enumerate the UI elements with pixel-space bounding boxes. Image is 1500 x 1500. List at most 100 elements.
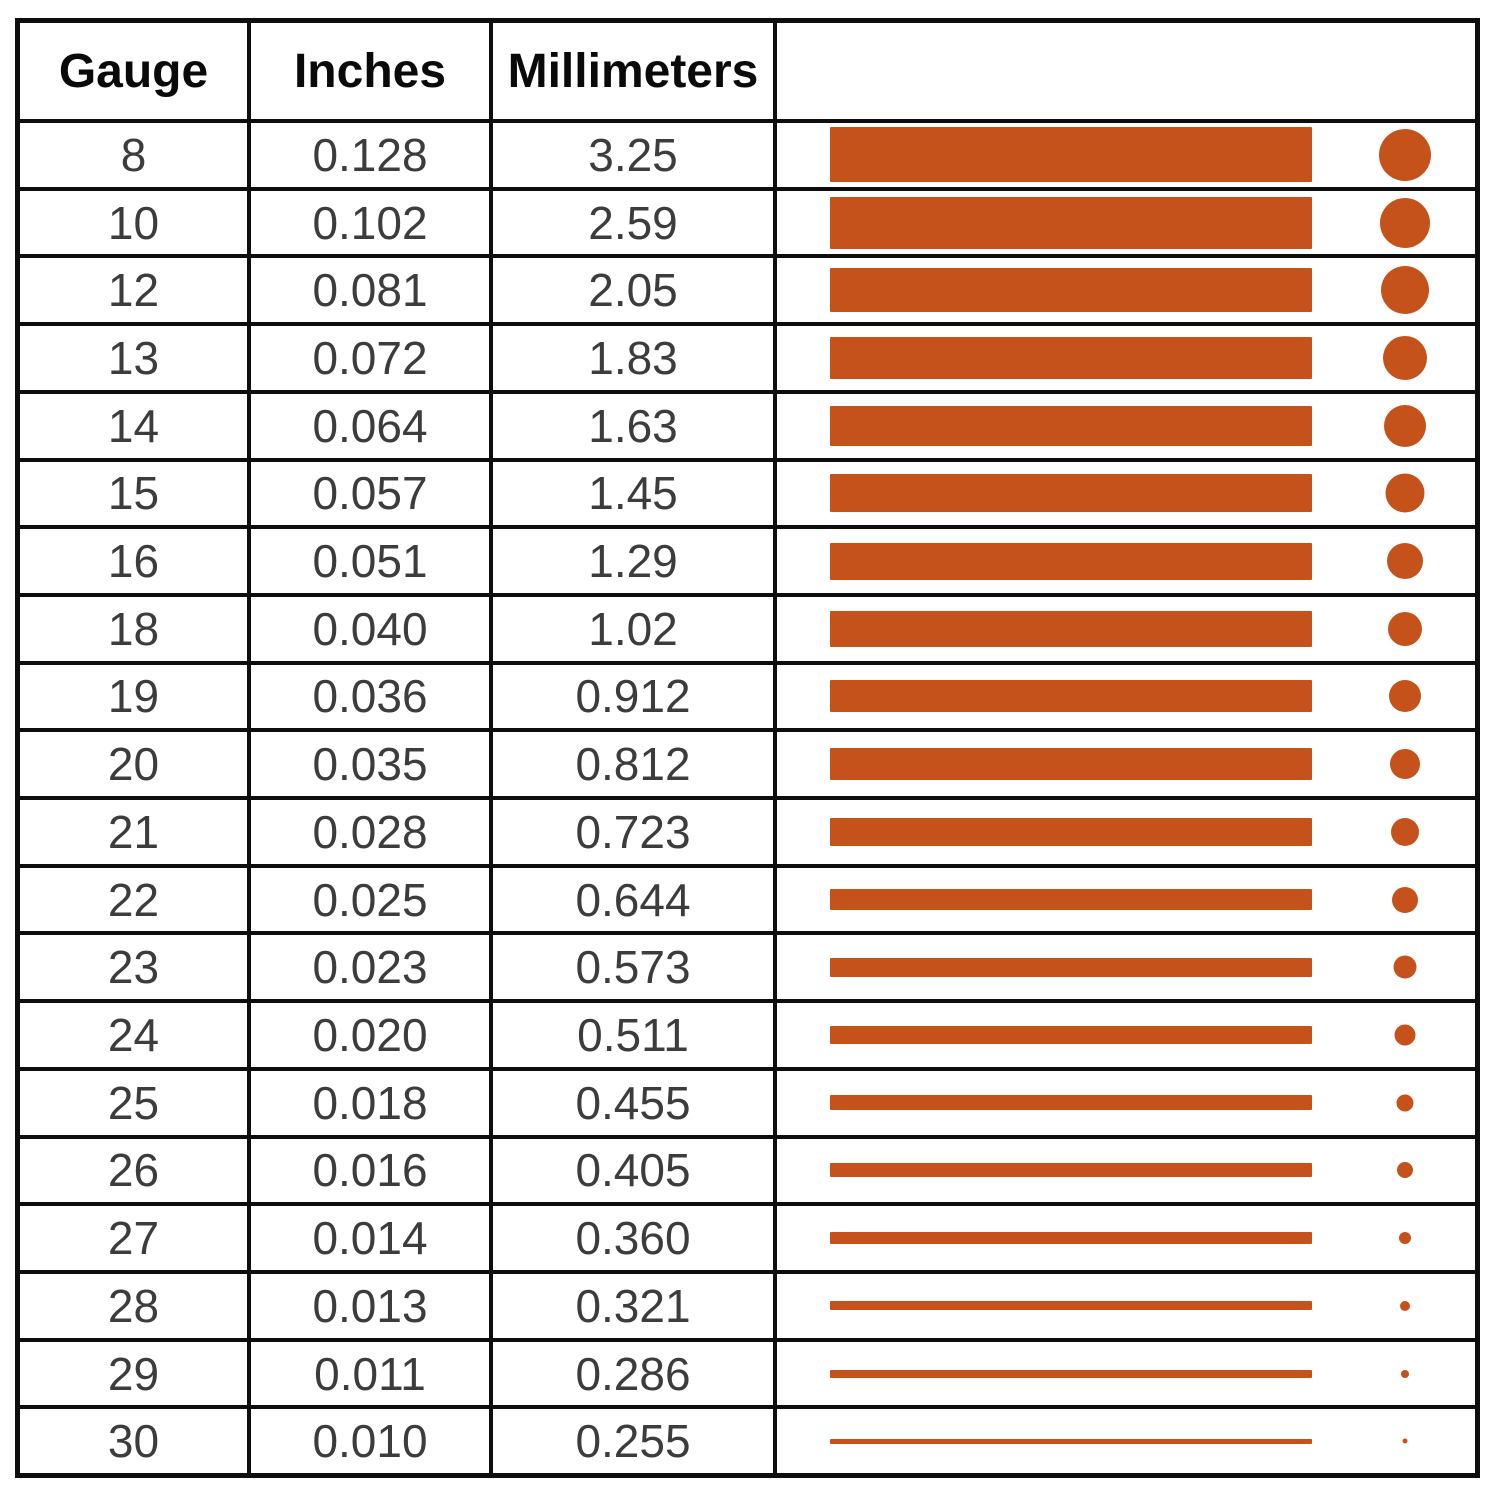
wire-thickness-bar [830, 1095, 1312, 1111]
inches-value: 0.018 [251, 1070, 493, 1135]
visual-cell [777, 1342, 1475, 1406]
visual-cell [777, 258, 1475, 322]
wire-thickness-bar [830, 268, 1312, 313]
column-header-visual [777, 23, 1475, 119]
wire-cross-section-dot [1380, 197, 1430, 248]
millimeters-value: 0.321 [493, 1273, 777, 1338]
table-row: 18 0.040 1.02 [20, 596, 1475, 665]
millimeters-value: 3.25 [493, 123, 777, 187]
millimeters-value: 0.511 [493, 1003, 777, 1067]
table-row: 22 0.025 0.644 [20, 867, 1475, 936]
millimeters-value: 0.255 [493, 1409, 777, 1474]
visual-cell [777, 732, 1475, 796]
column-header-inches: Inches [251, 23, 493, 119]
visual-cell [777, 462, 1475, 526]
wire-cross-section-dot [1402, 1438, 1408, 1444]
millimeters-value: 0.405 [493, 1138, 777, 1203]
inches-value: 0.028 [251, 800, 493, 864]
millimeters-value: 2.59 [493, 190, 777, 255]
gauge-value: 27 [20, 1206, 251, 1270]
wire-cross-section-dot [1394, 1024, 1416, 1046]
millimeters-value: 1.02 [493, 596, 777, 661]
gauge-value: 20 [20, 732, 251, 797]
gauge-value: 16 [20, 529, 251, 593]
table-row: 28 0.013 0.321 [20, 1273, 1475, 1342]
table-row: 25 0.018 0.455 [20, 1070, 1475, 1139]
gauge-value: 10 [20, 190, 251, 255]
gauge-value: 21 [20, 800, 251, 864]
wire-cross-section-dot [1393, 955, 1417, 979]
gauge-value: 24 [20, 1003, 251, 1067]
inches-value: 0.011 [251, 1341, 493, 1406]
wire-thickness-bar [830, 680, 1312, 713]
wire-cross-section-dot [1381, 266, 1429, 315]
wire-cross-section-dot [1396, 1094, 1414, 1112]
gauge-value: 29 [20, 1341, 251, 1406]
inches-value: 0.064 [251, 393, 493, 458]
gauge-value: 26 [20, 1138, 251, 1203]
gauge-value: 14 [20, 393, 251, 458]
wire-cross-section-dot [1391, 817, 1419, 846]
gauge-value: 28 [20, 1273, 251, 1338]
visual-cell [777, 394, 1475, 458]
millimeters-value: 1.63 [493, 393, 777, 458]
millimeters-value: 0.912 [493, 664, 777, 729]
table-row: 8 0.128 3.25 [20, 123, 1475, 191]
wire-thickness-bar [830, 542, 1312, 580]
table-row: 26 0.016 0.405 [20, 1138, 1475, 1207]
table-row: 13 0.072 1.83 [20, 326, 1475, 394]
table-header-row: Gauge Inches Millimeters [20, 23, 1475, 123]
inches-value: 0.010 [251, 1409, 493, 1474]
visual-cell [777, 1071, 1475, 1135]
table-row: 14 0.064 1.63 [20, 393, 1475, 462]
visual-cell [777, 868, 1475, 932]
wire-thickness-bar [830, 1301, 1312, 1311]
inches-value: 0.014 [251, 1206, 493, 1270]
table-row: 10 0.102 2.59 [20, 190, 1475, 259]
wire-thickness-bar [830, 127, 1312, 183]
wire-cross-section-dot [1399, 1232, 1411, 1245]
column-header-millimeters: Millimeters [493, 23, 777, 119]
gauge-value: 15 [20, 461, 251, 526]
gauge-value: 25 [20, 1070, 251, 1135]
inches-value: 0.025 [251, 867, 493, 932]
millimeters-value: 0.455 [493, 1070, 777, 1135]
wire-thickness-bar [830, 748, 1312, 781]
table-row: 30 0.010 0.255 [20, 1409, 1475, 1474]
visual-cell [777, 529, 1475, 593]
inches-value: 0.016 [251, 1138, 493, 1203]
table-row: 20 0.035 0.812 [20, 732, 1475, 801]
table-row: 15 0.057 1.45 [20, 461, 1475, 530]
wire-cross-section-dot [1384, 404, 1426, 447]
wire-thickness-bar [830, 336, 1312, 379]
visual-cell [777, 935, 1475, 999]
gauge-value: 22 [20, 867, 251, 932]
inches-value: 0.057 [251, 461, 493, 526]
visual-cell [777, 1409, 1475, 1473]
wire-cross-section-dot [1390, 749, 1420, 780]
wire-thickness-bar [830, 196, 1312, 249]
gauge-value: 19 [20, 664, 251, 729]
table-row: 24 0.020 0.511 [20, 1003, 1475, 1071]
inches-value: 0.128 [251, 123, 493, 187]
inches-value: 0.102 [251, 190, 493, 255]
table-row: 16 0.051 1.29 [20, 529, 1475, 597]
inches-value: 0.081 [251, 258, 493, 323]
wire-thickness-bar [830, 957, 1312, 977]
gauge-value: 12 [20, 258, 251, 323]
inches-value: 0.035 [251, 732, 493, 797]
wire-thickness-bar [830, 474, 1312, 513]
millimeters-value: 1.83 [493, 326, 777, 390]
wire-thickness-bar [830, 1025, 1312, 1044]
wire-thickness-bar [830, 889, 1312, 911]
visual-cell [777, 665, 1475, 729]
millimeters-value: 1.29 [493, 529, 777, 593]
gauge-value: 18 [20, 596, 251, 661]
table-row: 23 0.023 0.573 [20, 935, 1475, 1004]
inches-value: 0.013 [251, 1273, 493, 1338]
wire-cross-section-dot [1385, 473, 1425, 513]
visual-cell [777, 191, 1475, 255]
wire-cross-section-dot [1401, 1369, 1409, 1378]
gauge-value: 23 [20, 935, 251, 1000]
